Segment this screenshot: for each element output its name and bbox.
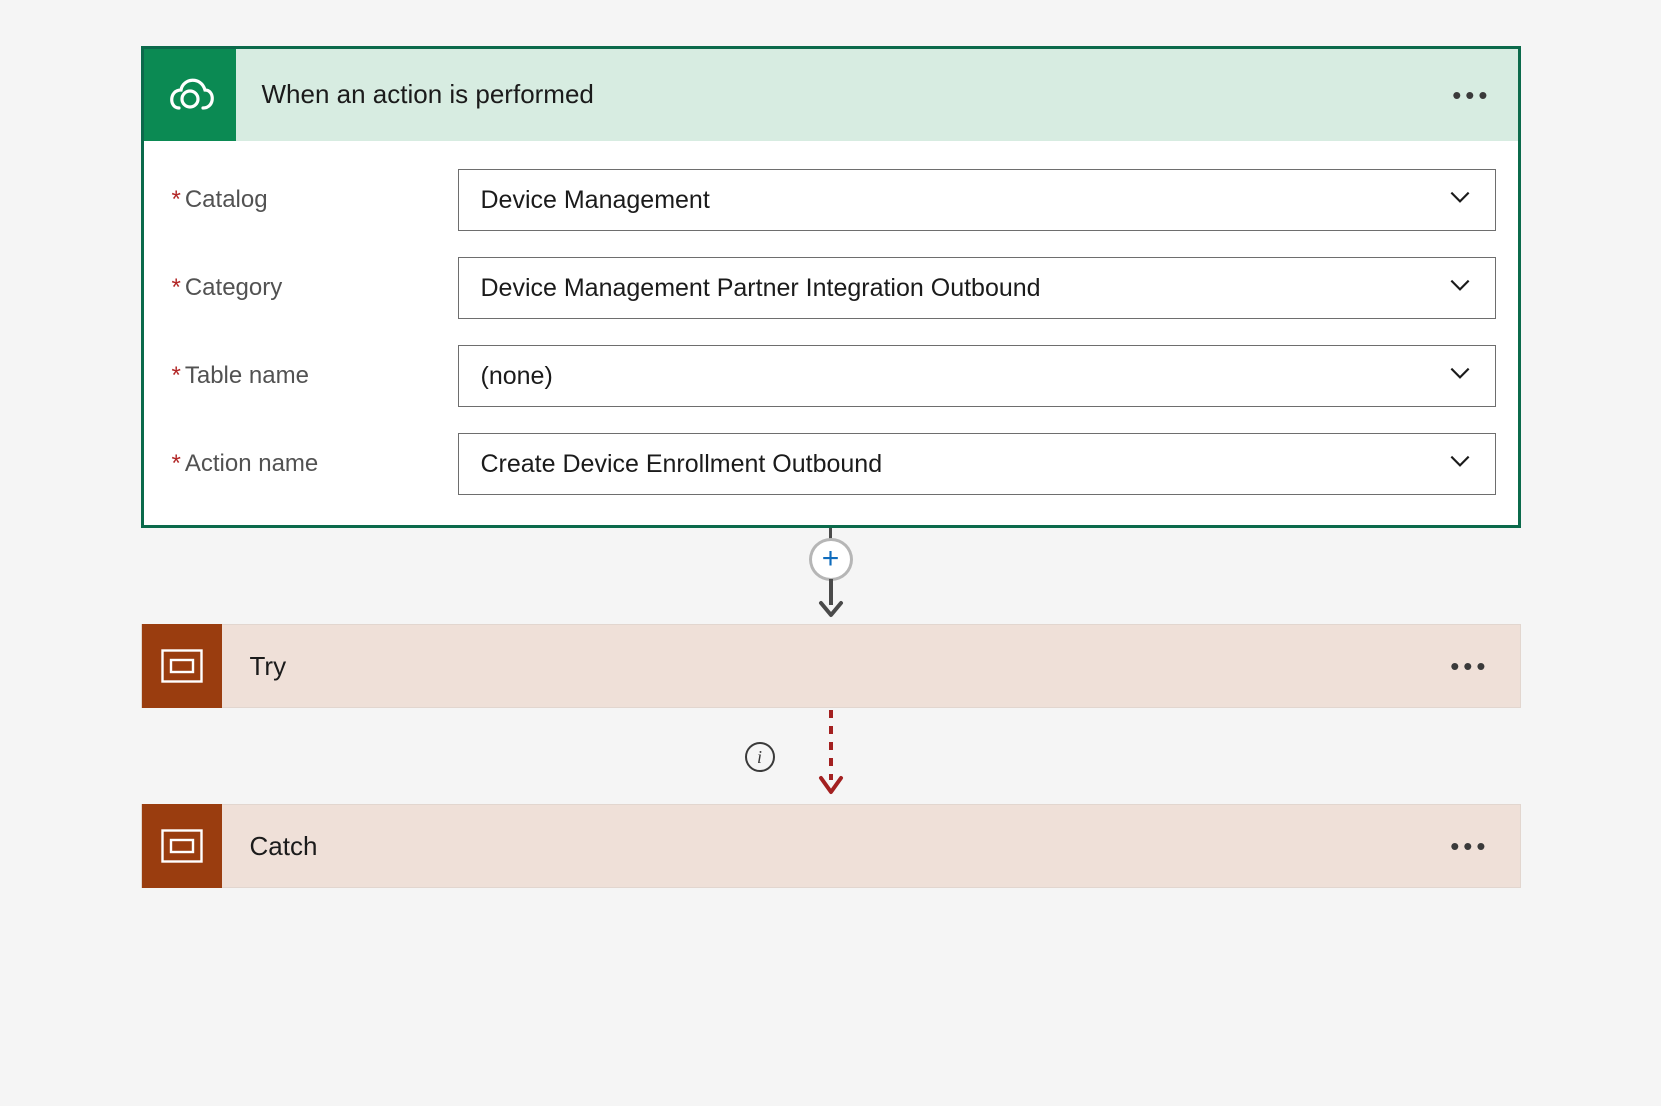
connector-trigger-to-try: + <box>141 528 1521 624</box>
table-name-select[interactable]: (none) <box>458 345 1496 407</box>
scope-catch[interactable]: Catch ••• <box>141 804 1521 888</box>
field-label: *Table name <box>166 362 458 390</box>
field-label: *Category <box>166 274 458 302</box>
select-value: Create Device Enrollment Outbound <box>481 450 883 479</box>
scope-more-button[interactable]: ••• <box>1450 833 1489 859</box>
run-after-info-button[interactable]: i <box>745 742 775 772</box>
field-row-table-name: *Table name (none) <box>166 345 1496 407</box>
trigger-body: *Catalog Device Management *Category Dev… <box>144 141 1518 525</box>
catalog-select[interactable]: Device Management <box>458 169 1496 231</box>
action-name-select[interactable]: Create Device Enrollment Outbound <box>458 433 1496 495</box>
chevron-down-icon <box>1447 272 1473 305</box>
field-row-action-name: *Action name Create Device Enrollment Ou… <box>166 433 1496 495</box>
scope-more-button[interactable]: ••• <box>1450 653 1489 679</box>
field-row-category: *Category Device Management Partner Inte… <box>166 257 1496 319</box>
chevron-down-icon <box>1447 184 1473 217</box>
chevron-down-icon <box>1447 448 1473 481</box>
select-value: Device Management <box>481 186 710 215</box>
select-value: (none) <box>481 362 553 391</box>
scope-try[interactable]: Try ••• <box>141 624 1521 708</box>
category-select[interactable]: Device Management Partner Integration Ou… <box>458 257 1496 319</box>
chevron-down-icon <box>1447 360 1473 393</box>
trigger-more-button[interactable]: ••• <box>1452 82 1491 108</box>
dataverse-icon <box>144 49 236 141</box>
scope-icon <box>142 804 222 888</box>
scope-title: Try <box>250 651 287 682</box>
trigger-card: When an action is performed ••• *Catalog… <box>141 46 1521 528</box>
arrow-down-icon <box>815 579 847 624</box>
scope-icon <box>142 624 222 708</box>
field-label: *Action name <box>166 450 458 478</box>
connector-try-to-catch: i <box>141 708 1521 804</box>
dashed-arrow-icon <box>815 708 847 805</box>
field-label: *Catalog <box>166 186 458 214</box>
select-value: Device Management Partner Integration Ou… <box>481 274 1041 303</box>
add-step-button[interactable]: + <box>809 538 853 581</box>
trigger-header[interactable]: When an action is performed ••• <box>144 49 1518 141</box>
trigger-title: When an action is performed <box>262 79 594 110</box>
scope-title: Catch <box>250 831 318 862</box>
field-row-catalog: *Catalog Device Management <box>166 169 1496 231</box>
